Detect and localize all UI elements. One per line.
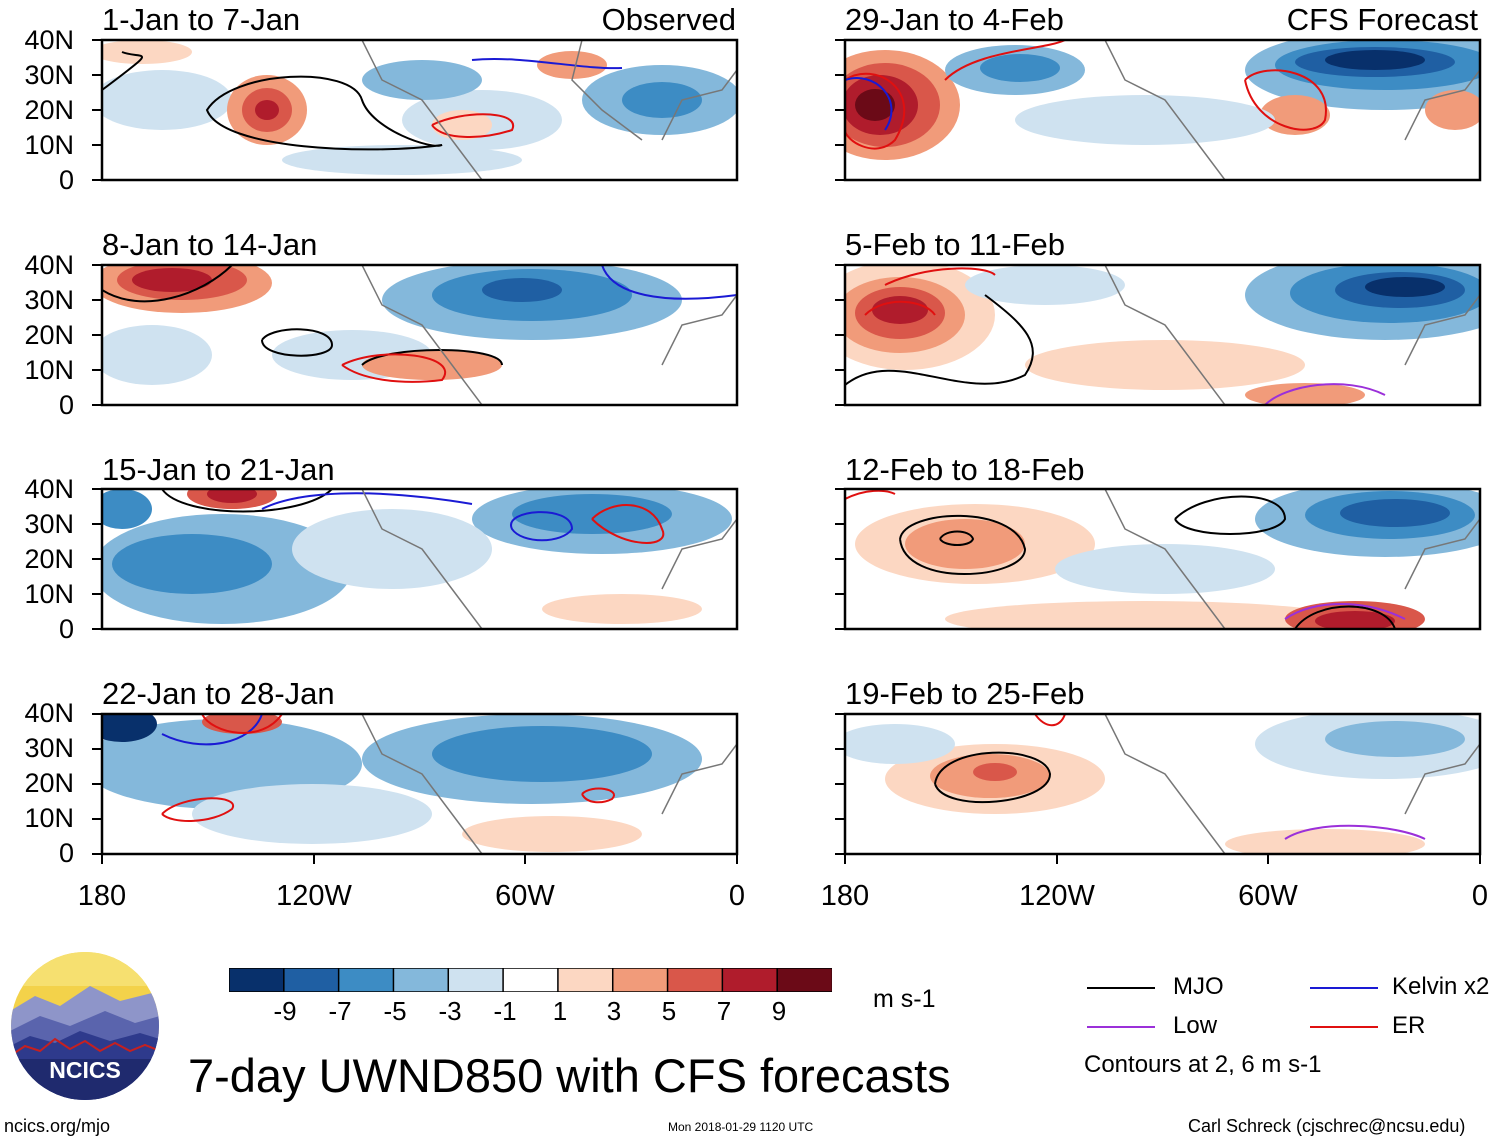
figure-title: 7-day UWND850 with CFS forecasts — [188, 1049, 951, 1102]
map-forecast-3 — [845, 489, 1480, 629]
colorbar-label: -1 — [493, 996, 517, 1026]
y-tick-0: 0 — [58, 838, 74, 868]
observed-panel-4-title: 22-Jan to 28-Jan — [102, 676, 335, 711]
colorbar-swatch — [337, 967, 395, 993]
y-tick-20n: 20N — [24, 544, 74, 574]
colorbar-label: -7 — [328, 996, 352, 1026]
ncics-logo-text: NCICS — [49, 1057, 121, 1083]
y-tick-30n: 30N — [24, 509, 74, 539]
observed-panel-1-title: 1-Jan to 7-Jan — [102, 2, 301, 37]
y-tick-40n: 40N — [24, 250, 74, 280]
forecast-header: CFS Forecast — [1286, 2, 1478, 37]
legend-label-kelvin: Kelvin x2 — [1392, 973, 1490, 1000]
x-tick-180: 180 — [77, 880, 127, 912]
y-tick-20n: 20N — [24, 768, 74, 798]
y-tick-10n: 10N — [24, 579, 74, 609]
y-tick-40n: 40N — [24, 698, 74, 728]
footer-url: ncics.org/mjo — [4, 1116, 111, 1136]
map-forecast-1 — [845, 40, 1480, 180]
y-tick-0: 0 — [58, 614, 74, 644]
map-observed-1 — [102, 40, 737, 180]
colorbar-label: 5 — [661, 996, 677, 1026]
legend-line-low — [1087, 1026, 1155, 1028]
observed-panel-2-title: 8-Jan to 14-Jan — [102, 227, 318, 262]
y-tick-10n: 10N — [24, 803, 74, 833]
y-tick-20n: 20N — [24, 320, 74, 350]
legend-label-low: Low — [1173, 1012, 1218, 1039]
legend-line-er — [1310, 1026, 1378, 1028]
legend-line-kelvin — [1310, 987, 1378, 989]
footer-timestamp: Mon 2018-01-29 1120 UTC — [668, 1120, 814, 1134]
forecast-panel-2-title: 5-Feb to 11-Feb — [845, 227, 1065, 262]
y-tick-40n: 40N — [24, 474, 74, 504]
colorbar-swatch — [447, 967, 505, 993]
x-tick-0: 0 — [728, 880, 746, 912]
colorbar-swatch — [611, 967, 669, 993]
ncics-logo: NCICS — [10, 951, 160, 1101]
legend-label-mjo: MJO — [1173, 973, 1224, 1000]
colorbar-label: 1 — [552, 996, 568, 1026]
map-observed-4 — [102, 714, 737, 854]
y-tick-40n: 40N — [24, 25, 74, 55]
x-tick-60w: 60W — [495, 880, 555, 912]
map-forecast-2 — [845, 265, 1480, 405]
forecast-panel-4-title: 19-Feb to 25-Feb — [845, 676, 1085, 711]
legend-label-er: ER — [1392, 1012, 1426, 1039]
legend-line-mjo — [1087, 987, 1155, 989]
map-observed-3 — [102, 489, 737, 629]
colorbar-label: -5 — [383, 996, 407, 1026]
x-tick-0: 0 — [1471, 880, 1489, 912]
colorbar-label: 7 — [716, 996, 732, 1026]
observed-header: Observed — [601, 2, 736, 37]
y-tick-30n: 30N — [24, 60, 74, 90]
colorbar — [228, 967, 834, 993]
y-tick-0: 0 — [58, 390, 74, 420]
y-tick-20n: 20N — [24, 95, 74, 125]
colorbar-label: -3 — [438, 996, 462, 1026]
colorbar-swatch — [666, 967, 724, 993]
forecast-panel-3-title: 12-Feb to 18-Feb — [845, 452, 1085, 487]
map-forecast-4 — [845, 714, 1480, 854]
colorbar-label: 9 — [771, 996, 787, 1026]
y-tick-10n: 10N — [24, 130, 74, 160]
y-tick-30n: 30N — [24, 285, 74, 315]
footer-credit: Carl Schreck (cjschrec@ncsu.edu) — [1188, 1116, 1466, 1136]
x-tick-120w: 120W — [1019, 880, 1095, 912]
colorbar-swatch — [392, 967, 450, 993]
colorbar-swatch — [557, 967, 614, 993]
observed-panel-3-title: 15-Jan to 21-Jan — [102, 452, 335, 487]
forecast-panel-1-title: 29-Jan to 4-Feb — [845, 2, 1064, 37]
colorbar-label: 3 — [606, 996, 622, 1026]
x-tick-60w: 60W — [1238, 880, 1298, 912]
legend-note: Contours at 2, 6 m s-1 — [1084, 1051, 1322, 1078]
colorbar-swatch — [721, 967, 779, 993]
y-tick-0: 0 — [58, 165, 74, 195]
x-tick-120w: 120W — [276, 880, 352, 912]
colorbar-swatches — [228, 967, 834, 993]
colorbar-units: m s-1 — [873, 985, 936, 1013]
colorbar-swatch — [228, 967, 286, 993]
y-tick-10n: 10N — [24, 355, 74, 385]
y-tick-30n: 30N — [24, 733, 74, 763]
colorbar-label: -9 — [273, 996, 297, 1026]
colorbar-swatch — [283, 967, 340, 993]
colorbar-swatch — [502, 967, 560, 993]
colorbar-swatch — [776, 967, 834, 993]
x-tick-180: 180 — [820, 880, 870, 912]
map-observed-2 — [102, 265, 737, 405]
